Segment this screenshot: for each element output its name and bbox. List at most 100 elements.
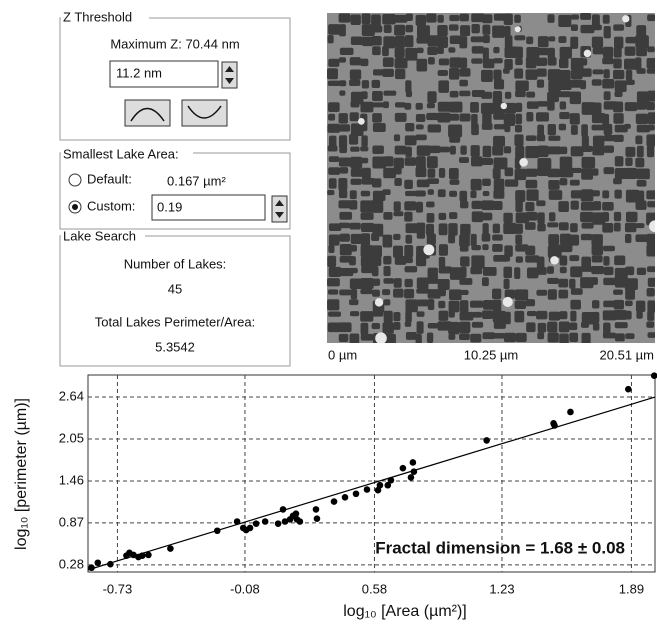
texture bbox=[613, 178, 622, 184]
texture bbox=[603, 212, 609, 222]
texture bbox=[493, 113, 505, 120]
texture bbox=[614, 223, 621, 232]
texture bbox=[525, 69, 537, 79]
texture bbox=[514, 267, 520, 279]
texture bbox=[549, 212, 555, 221]
texture bbox=[569, 235, 579, 246]
ratio: 5.3542 bbox=[155, 339, 195, 354]
valley-button[interactable] bbox=[182, 100, 227, 126]
texture bbox=[593, 25, 602, 30]
texture bbox=[525, 169, 537, 177]
texture bbox=[526, 180, 538, 189]
texture bbox=[636, 301, 645, 312]
texture bbox=[501, 103, 507, 109]
texture bbox=[525, 246, 535, 255]
texture bbox=[584, 50, 591, 57]
data-point bbox=[275, 520, 282, 527]
texture bbox=[449, 134, 460, 142]
data-point bbox=[331, 498, 338, 505]
texture bbox=[481, 103, 494, 114]
texture bbox=[646, 190, 657, 199]
texture bbox=[525, 202, 534, 211]
peak-button[interactable] bbox=[125, 100, 170, 126]
texture bbox=[516, 114, 523, 125]
texture bbox=[338, 322, 351, 332]
texture bbox=[461, 58, 467, 69]
texture bbox=[537, 80, 544, 88]
texture bbox=[648, 112, 657, 124]
texture bbox=[470, 102, 479, 113]
texture bbox=[459, 91, 470, 97]
texture bbox=[360, 311, 373, 322]
texture bbox=[558, 80, 572, 90]
texture bbox=[515, 80, 529, 91]
x-tick-label: 1.89 bbox=[619, 581, 644, 596]
texture bbox=[339, 167, 348, 173]
data-point bbox=[400, 465, 407, 472]
radio-default[interactable] bbox=[69, 174, 81, 186]
data-point bbox=[313, 506, 320, 513]
texture bbox=[580, 212, 593, 222]
texture bbox=[339, 234, 350, 242]
texture bbox=[515, 300, 527, 309]
texture bbox=[471, 234, 477, 246]
texture bbox=[393, 211, 403, 216]
texture bbox=[603, 278, 616, 285]
texture bbox=[405, 321, 412, 327]
texture bbox=[459, 191, 467, 202]
texture bbox=[426, 113, 438, 120]
spinner[interactable] bbox=[272, 196, 287, 222]
texture bbox=[460, 224, 470, 236]
spinner[interactable] bbox=[222, 62, 237, 88]
texture bbox=[428, 168, 436, 178]
texture bbox=[505, 179, 518, 186]
texture bbox=[382, 289, 390, 295]
texture bbox=[582, 68, 592, 77]
texture bbox=[525, 222, 536, 230]
texture bbox=[626, 70, 632, 81]
texture bbox=[559, 124, 566, 131]
texture bbox=[571, 201, 579, 210]
texture bbox=[493, 58, 503, 63]
texture bbox=[416, 15, 426, 26]
texture bbox=[505, 168, 514, 177]
texture bbox=[571, 190, 582, 198]
texture bbox=[328, 312, 341, 317]
texture bbox=[339, 212, 352, 220]
texture bbox=[360, 59, 368, 66]
texture bbox=[405, 147, 412, 158]
texture bbox=[514, 311, 524, 323]
texture bbox=[427, 333, 433, 344]
texture bbox=[428, 124, 441, 132]
texture bbox=[648, 278, 657, 287]
texture bbox=[636, 68, 645, 74]
texture bbox=[382, 189, 390, 195]
texture bbox=[375, 332, 387, 344]
texture bbox=[537, 332, 544, 339]
texture bbox=[483, 146, 492, 158]
texture bbox=[395, 113, 407, 122]
texture bbox=[613, 101, 623, 112]
texture bbox=[559, 311, 567, 319]
texture bbox=[625, 168, 637, 179]
texture bbox=[625, 223, 636, 233]
texture bbox=[559, 222, 569, 230]
texture bbox=[460, 201, 468, 208]
count: 45 bbox=[168, 281, 182, 296]
texture bbox=[360, 102, 373, 113]
texture bbox=[493, 47, 499, 53]
texture bbox=[570, 92, 581, 105]
data-point bbox=[408, 474, 415, 481]
texture bbox=[384, 156, 394, 166]
texture bbox=[404, 245, 413, 257]
texture bbox=[439, 58, 449, 65]
texture bbox=[526, 47, 539, 59]
texture bbox=[581, 266, 593, 272]
texture bbox=[636, 47, 647, 57]
texture bbox=[581, 168, 593, 179]
texture bbox=[527, 311, 537, 316]
texture bbox=[470, 190, 476, 198]
texture bbox=[504, 114, 515, 126]
x-tick-label: -0.73 bbox=[103, 581, 133, 596]
texture bbox=[548, 289, 557, 300]
